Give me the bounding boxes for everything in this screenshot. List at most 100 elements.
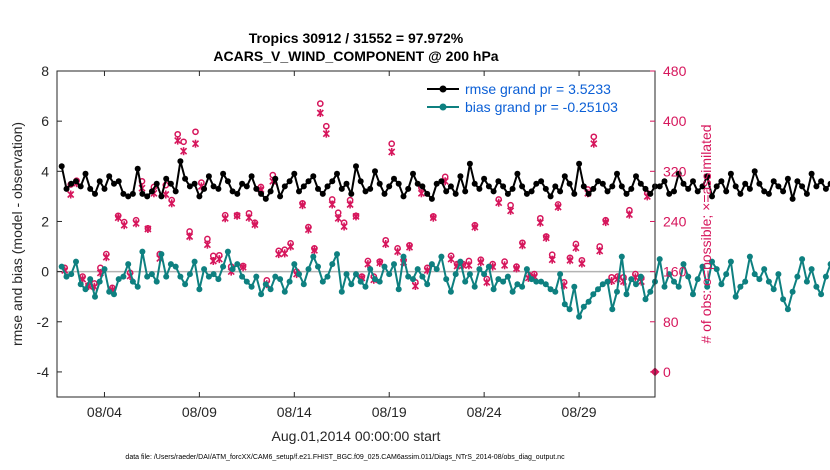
bias-point bbox=[186, 271, 193, 278]
rmse-point bbox=[319, 190, 326, 197]
rmse-point bbox=[471, 180, 478, 187]
obs-assimilated-point bbox=[518, 241, 526, 250]
bias-point bbox=[794, 273, 801, 280]
obs-possible-point bbox=[388, 140, 396, 148]
obs-assimilated-point bbox=[203, 240, 211, 249]
obs-assimilated-point bbox=[281, 249, 289, 258]
obs-assimilated-point bbox=[114, 213, 122, 222]
bias-point bbox=[367, 266, 374, 273]
bias-point bbox=[144, 273, 151, 280]
rmse-point bbox=[571, 190, 578, 197]
obs-assimilated-point bbox=[602, 218, 610, 227]
obs-assimilated-point bbox=[186, 232, 194, 241]
bias-point bbox=[490, 286, 497, 293]
obs-assimilated-point bbox=[310, 246, 318, 255]
bias-point bbox=[614, 288, 620, 295]
rmse-point bbox=[765, 190, 772, 197]
bias-point bbox=[177, 273, 184, 280]
rmse-point bbox=[533, 180, 540, 187]
rmse-point bbox=[443, 188, 450, 195]
rmse-point bbox=[433, 180, 440, 187]
rmse-point bbox=[704, 173, 711, 180]
legend-bias-marker bbox=[439, 103, 447, 111]
legend-rmse-marker bbox=[439, 85, 447, 93]
bias-point bbox=[73, 258, 79, 265]
bias-point bbox=[424, 281, 431, 288]
rmse-point bbox=[580, 183, 587, 190]
rmse-point bbox=[87, 185, 94, 192]
bias-point bbox=[419, 273, 426, 280]
y-tick-label: -2 bbox=[37, 314, 50, 330]
obs-possible-point bbox=[316, 100, 324, 107]
bias-point bbox=[134, 283, 141, 290]
rmse-point bbox=[822, 185, 829, 192]
bias-point bbox=[300, 281, 307, 288]
bias-point bbox=[405, 273, 412, 280]
rmse-point bbox=[315, 185, 321, 192]
obs-assimilated-point bbox=[120, 221, 128, 230]
rmse-point bbox=[248, 173, 255, 180]
chart-subtitle: ACARS_V_WIND_COMPONENT @ 200 hPa bbox=[213, 48, 498, 64]
bias-point bbox=[542, 281, 549, 288]
y2-tick-label: 80 bbox=[663, 314, 679, 330]
rmse-point bbox=[476, 185, 483, 192]
bias-point bbox=[523, 266, 530, 273]
bias-point bbox=[775, 271, 782, 278]
bias-point bbox=[291, 261, 298, 268]
rmse-point bbox=[742, 180, 749, 187]
bias-point bbox=[438, 253, 445, 260]
bias-point bbox=[770, 286, 777, 293]
chart-title: Tropics 30912 / 31552 = 97.972% bbox=[249, 30, 464, 46]
bias-point bbox=[376, 278, 383, 285]
bias-point bbox=[381, 263, 388, 270]
bias-point bbox=[585, 298, 592, 305]
bias-point bbox=[500, 278, 507, 285]
bias-point bbox=[661, 283, 668, 290]
bias-point bbox=[471, 283, 478, 290]
rmse-point bbox=[239, 180, 246, 187]
bias-point bbox=[533, 278, 540, 285]
bias-point bbox=[63, 273, 70, 280]
rmse-point bbox=[452, 190, 459, 197]
rmse-point bbox=[343, 180, 350, 187]
bias-point bbox=[675, 283, 682, 290]
rmse-point bbox=[324, 183, 331, 190]
rmse-point bbox=[637, 180, 644, 187]
legend-bias-label: bias grand pr = -0.25103 bbox=[465, 99, 618, 115]
rmse-point bbox=[338, 185, 345, 192]
obs-possible-point bbox=[322, 122, 330, 130]
rmse-point bbox=[139, 190, 146, 197]
bias-point bbox=[452, 271, 459, 278]
rmse-point bbox=[618, 183, 625, 190]
rmse-point bbox=[599, 180, 606, 187]
bias-point bbox=[485, 263, 492, 270]
bias-point bbox=[628, 276, 635, 283]
rmse-point bbox=[576, 160, 583, 167]
x-tick-label: 08/04 bbox=[87, 404, 122, 420]
x-tick-label: 08/19 bbox=[372, 404, 407, 420]
rmse-point bbox=[519, 183, 526, 190]
bias-point bbox=[618, 253, 625, 260]
rmse-point bbox=[229, 188, 236, 195]
rmse-point bbox=[590, 185, 597, 192]
rmse-point bbox=[125, 193, 132, 200]
bias-point bbox=[713, 266, 720, 273]
bias-point bbox=[609, 306, 616, 313]
rmse-point bbox=[106, 173, 113, 180]
rmse-point bbox=[381, 190, 388, 197]
rmse-point bbox=[794, 178, 801, 185]
bias-point bbox=[201, 266, 208, 273]
bias-point bbox=[727, 258, 734, 265]
rmse-point bbox=[210, 183, 217, 190]
rmse-point bbox=[305, 178, 312, 185]
rmse-point bbox=[799, 183, 806, 190]
bias-point bbox=[633, 281, 639, 288]
bias-point bbox=[357, 278, 364, 285]
rmse-point bbox=[827, 180, 830, 187]
bias-point bbox=[447, 288, 454, 295]
rmse-point bbox=[675, 170, 682, 177]
rmse-point bbox=[372, 168, 378, 175]
rmse-point bbox=[614, 170, 620, 177]
bias-point bbox=[305, 266, 312, 273]
